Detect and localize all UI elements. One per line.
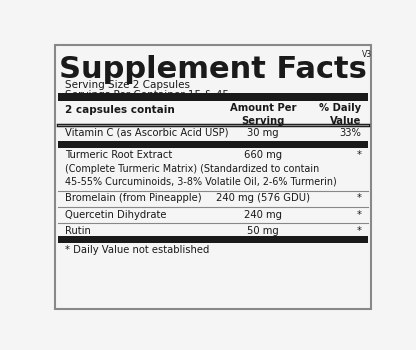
- Text: 660 mg: 660 mg: [244, 150, 282, 160]
- Text: Servings Per Container 15 & 45: Servings Per Container 15 & 45: [65, 90, 229, 100]
- Text: Amount Per
Serving: Amount Per Serving: [230, 104, 297, 126]
- Text: *: *: [357, 210, 362, 220]
- Text: 50 mg: 50 mg: [247, 226, 279, 236]
- Text: *: *: [357, 194, 362, 203]
- Text: Serving Size 2 Capsules: Serving Size 2 Capsules: [65, 80, 190, 90]
- Text: Bromelain (from Pineapple): Bromelain (from Pineapple): [65, 194, 201, 203]
- Text: (Complete Turmeric Matrix) (Standardized to contain
45-55% Curcuminoids, 3-8% Vo: (Complete Turmeric Matrix) (Standardized…: [65, 164, 337, 187]
- Text: Rutin: Rutin: [65, 226, 91, 236]
- Text: 2 capsules contain: 2 capsules contain: [65, 105, 175, 114]
- Bar: [58, 93, 368, 101]
- Text: Turmeric Root Extract: Turmeric Root Extract: [65, 150, 172, 160]
- Text: *: *: [357, 150, 362, 160]
- Text: % Daily
Value: % Daily Value: [319, 104, 362, 126]
- Text: Supplement Facts: Supplement Facts: [59, 56, 367, 84]
- FancyBboxPatch shape: [55, 45, 371, 309]
- Text: 240 mg (576 GDU): 240 mg (576 GDU): [216, 194, 310, 203]
- Bar: [58, 236, 368, 243]
- Text: 30 mg: 30 mg: [248, 128, 279, 138]
- Text: V3: V3: [362, 50, 372, 59]
- Text: Quercetin Dihydrate: Quercetin Dihydrate: [65, 210, 166, 220]
- Text: *: *: [357, 226, 362, 236]
- Text: * Daily Value not established: * Daily Value not established: [65, 245, 209, 255]
- Bar: [58, 141, 368, 148]
- Text: 33%: 33%: [339, 128, 362, 138]
- Text: Vitamin C (as Ascorbic Acid USP): Vitamin C (as Ascorbic Acid USP): [65, 128, 228, 138]
- Text: 240 mg: 240 mg: [244, 210, 282, 220]
